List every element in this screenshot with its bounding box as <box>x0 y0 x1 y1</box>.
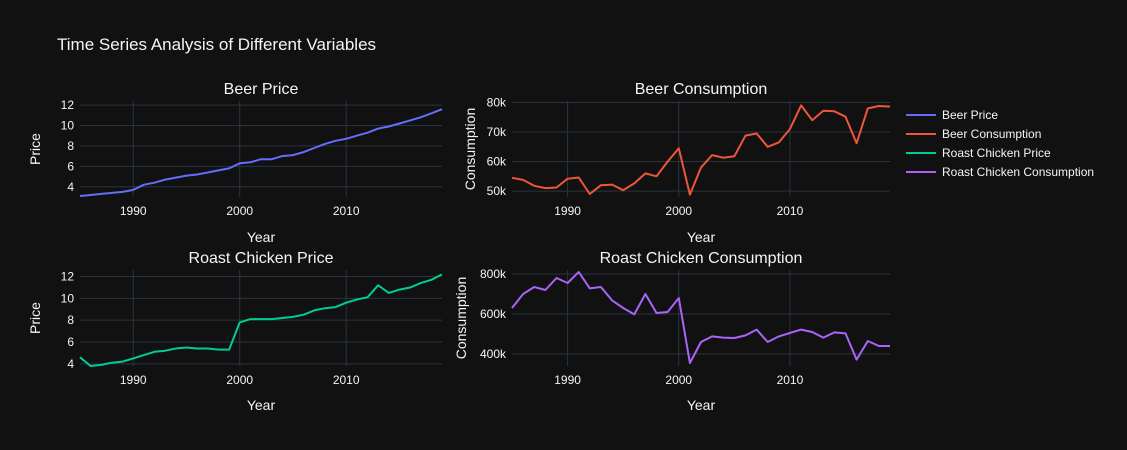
x-tick-label: 2010 <box>777 373 804 387</box>
subplot-title: Beer Price <box>224 81 299 98</box>
y-tick-label: 400k <box>480 347 507 361</box>
subplot-roast-chicken-consumption: 1990 2000 2010 400k 600k 800k Roast Chicken Co… <box>453 250 890 413</box>
x-tick-label: 1990 <box>554 204 581 218</box>
y-tick-label: 50k <box>487 184 507 198</box>
x-axis-label: Year <box>687 397 716 413</box>
y-axis-label: Price <box>27 302 43 334</box>
y-tick-label: 4 <box>67 180 74 194</box>
y-tick-label: 70k <box>487 125 507 139</box>
y-tick-label: 10 <box>61 291 75 305</box>
series-line-beer-consumption[interactable] <box>511 104 891 196</box>
legend-label: Roast Chicken Price <box>942 146 1051 160</box>
y-axis-label: Consumption <box>453 277 469 360</box>
legend-label: Roast Chicken Consumption <box>942 165 1094 179</box>
y-tick-label: 10 <box>61 119 75 133</box>
y-tick-label: 8 <box>67 139 74 153</box>
x-tick-label: 2010 <box>333 373 360 387</box>
subplot-title: Roast Chicken Consumption <box>600 250 803 267</box>
legend[interactable]: Beer Price Beer Consumption Roast Chicken … <box>906 108 1094 179</box>
y-axis-label: Price <box>27 133 43 165</box>
y-tick-label: 6 <box>67 335 74 349</box>
legend-item-beer-consumption[interactable]: Beer Consumption <box>906 127 1041 141</box>
series-line-roast-chicken-price[interactable] <box>79 273 443 367</box>
x-axis-label: Year <box>247 397 276 413</box>
x-tick-label: 2000 <box>226 373 253 387</box>
y-axis-label: Consumption <box>462 108 478 191</box>
x-axis-label: Year <box>687 229 716 245</box>
x-tick-label: 2010 <box>333 204 360 218</box>
y-tick-label: 60k <box>487 155 507 169</box>
y-tick-label: 8 <box>67 313 74 327</box>
x-tick-label: 2000 <box>665 373 692 387</box>
series-line-beer-price[interactable] <box>79 108 443 197</box>
subplot-title: Roast Chicken Price <box>189 250 334 267</box>
x-tick-label: 1990 <box>120 373 147 387</box>
y-tick-label: 12 <box>61 98 75 112</box>
legend-item-beer-price[interactable]: Beer Price <box>906 108 998 122</box>
x-tick-label: 2000 <box>665 204 692 218</box>
legend-item-roast-chicken-consumption[interactable]: Roast Chicken Consumption <box>906 165 1094 179</box>
y-tick-label: 12 <box>61 270 75 284</box>
subplot-title: Beer Consumption <box>635 81 768 98</box>
x-tick-label: 2010 <box>777 204 804 218</box>
y-tick-label: 80k <box>487 95 507 109</box>
x-tick-label: 1990 <box>554 373 581 387</box>
x-axis-label: Year <box>247 229 276 245</box>
x-tick-label: 2000 <box>226 204 253 218</box>
y-tick-label: 4 <box>67 357 74 371</box>
subplot-beer-consumption: 1990 2000 2010 50k 60k 70k 80k Beer Consumption… <box>462 81 891 245</box>
subplot-beer-price: 1990 2000 2010 4 6 8 10 12 Beer Price Year Price <box>27 81 443 245</box>
y-tick-label: 600k <box>480 307 507 321</box>
legend-label: Beer Consumption <box>942 127 1041 141</box>
subplot-roast-chicken-price: 1990 2000 2010 4 6 8 10 12 Roast Chicken Price Ye… <box>27 250 443 413</box>
y-tick-label: 6 <box>67 159 74 173</box>
chart-title: Time Series Analysis of Different Variab… <box>57 35 376 54</box>
y-tick-label: 800k <box>480 267 507 281</box>
series-line-roast-chicken-consumption[interactable] <box>511 271 890 364</box>
x-tick-label: 1990 <box>120 204 147 218</box>
legend-label: Beer Price <box>942 108 998 122</box>
legend-item-roast-chicken-price[interactable]: Roast Chicken Price <box>906 146 1051 160</box>
